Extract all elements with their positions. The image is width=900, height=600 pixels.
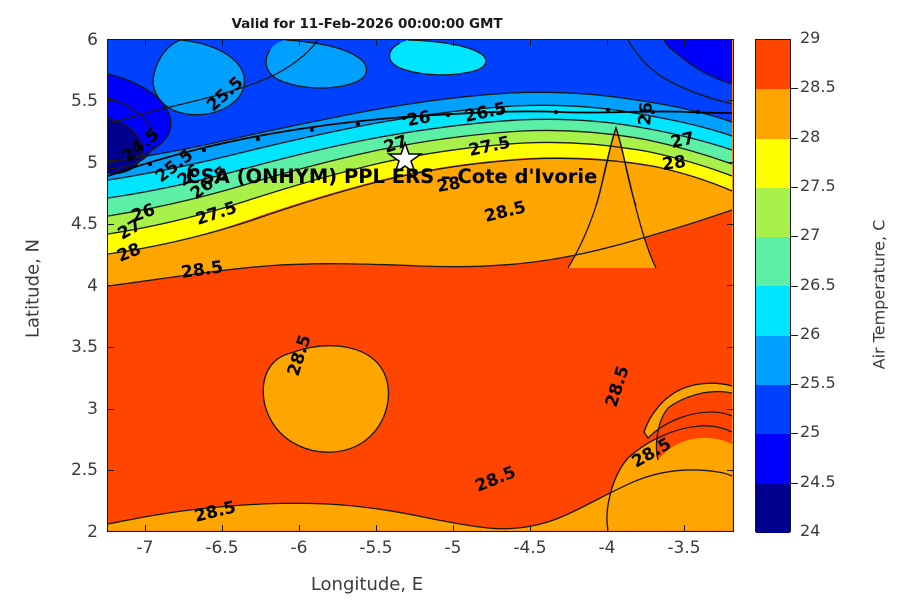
colorbar-tick xyxy=(791,88,798,90)
contour-label: 26 xyxy=(405,107,432,131)
colorbar-tick-label: 24.5 xyxy=(800,471,836,491)
colorbar-tick xyxy=(791,285,798,287)
ytick-label: 2.5 xyxy=(70,460,98,480)
colorbar-tick xyxy=(791,137,798,139)
colorbar-band xyxy=(756,483,790,533)
xtick-label: -4.5 xyxy=(513,538,547,558)
colorbar-tick-label: 24 xyxy=(800,521,821,540)
track-points xyxy=(147,107,701,167)
ytick-label: 4 xyxy=(87,276,98,296)
figure-title: Valid for 11-Feb-2026 00:00:00 GMT xyxy=(231,16,503,32)
colorbar[interactable] xyxy=(755,39,791,533)
star-marker[interactable] xyxy=(386,140,424,175)
colorbar-band xyxy=(756,138,790,188)
colorbar-band xyxy=(756,335,790,386)
ytick-label: 5 xyxy=(87,153,98,173)
pocket-26-26.5-top xyxy=(389,40,486,75)
colorbar-tick-label: 29 xyxy=(800,28,821,47)
colorbar-band xyxy=(756,89,790,139)
survey-track-label: CSA (ONHYM) PPL ERS – Cote d'Ivorie xyxy=(186,165,597,188)
colorbar-tick-label: 28.5 xyxy=(800,77,836,97)
band-28.5-29-main xyxy=(108,210,732,530)
pocket-25.5-26-b xyxy=(266,40,367,88)
colorbar-tick-label: 26.5 xyxy=(800,274,836,294)
colorbar-band xyxy=(756,286,790,336)
blob-28.5-29-right-inset xyxy=(656,391,732,460)
contour-plot-axes[interactable]: 25.5 26 26.5 26 27 27.5 27 28 24.5 25.5 … xyxy=(107,39,734,532)
xtick-label: -3.5 xyxy=(667,538,701,558)
xtick-label: -6 xyxy=(290,538,308,558)
ytick-label: 6 xyxy=(87,30,98,50)
colorbar-tick-label: 27.5 xyxy=(800,175,836,195)
pocket-25.5-26-a xyxy=(153,40,245,115)
band-24-24.5-blob xyxy=(108,118,144,174)
xtick-label: -4 xyxy=(598,538,616,558)
colorbar-band xyxy=(756,385,790,435)
band-28-28.5-bottom xyxy=(108,470,732,530)
blob-28-28.5-right-lower xyxy=(606,425,732,530)
colorbar-title: Air Temperature, C xyxy=(869,219,889,370)
xtick-label: -6.5 xyxy=(205,538,239,558)
colorbar-tick-label: 26 xyxy=(800,323,821,343)
contour-label: 28 xyxy=(661,152,687,175)
ytick-label: 3.5 xyxy=(70,337,98,357)
colorbar-tick-label: 25 xyxy=(800,422,821,442)
colorbar-band xyxy=(756,434,790,484)
colorbar-tick xyxy=(791,236,798,238)
ytick-label: 3 xyxy=(87,399,98,419)
ytick-label: 2 xyxy=(87,522,98,542)
colorbar-band xyxy=(756,187,790,238)
upper-right-deepblue xyxy=(664,40,732,84)
contour-lines xyxy=(108,40,732,530)
xtick-label: -7 xyxy=(136,538,154,558)
colorbar-tick xyxy=(791,334,798,336)
xtick-label: -5 xyxy=(444,538,462,558)
ytick-label: 5.5 xyxy=(70,91,98,111)
colorbar-tick-label: 28 xyxy=(800,126,821,146)
xtick-label: -5.5 xyxy=(359,538,393,558)
colorbar-tick xyxy=(791,186,798,188)
colorbar-band xyxy=(756,237,790,287)
orange-spike-tip xyxy=(596,128,636,206)
colorbar-tick xyxy=(791,433,798,435)
contour-label: 26 xyxy=(635,101,657,126)
colorbar-tick-label: 25.5 xyxy=(800,373,836,393)
colorbar-tick-label: 27 xyxy=(800,225,821,245)
colorbar-tick xyxy=(791,482,798,484)
contour-map-svg: 25.5 26 26.5 26 27 27.5 27 28 24.5 25.5 … xyxy=(108,40,732,530)
contour-label: 27 xyxy=(669,128,696,152)
ytick-label: 4.5 xyxy=(70,214,98,234)
colorbar-tick xyxy=(791,384,798,386)
x-axis-title: Longitude, E xyxy=(310,574,424,595)
blob-28-28.5-center xyxy=(263,345,389,453)
contour-label: 28 xyxy=(435,173,462,197)
y-axis-title: Latitude, N xyxy=(22,239,44,338)
colorbar-band xyxy=(756,40,790,90)
survey-track xyxy=(108,107,732,177)
